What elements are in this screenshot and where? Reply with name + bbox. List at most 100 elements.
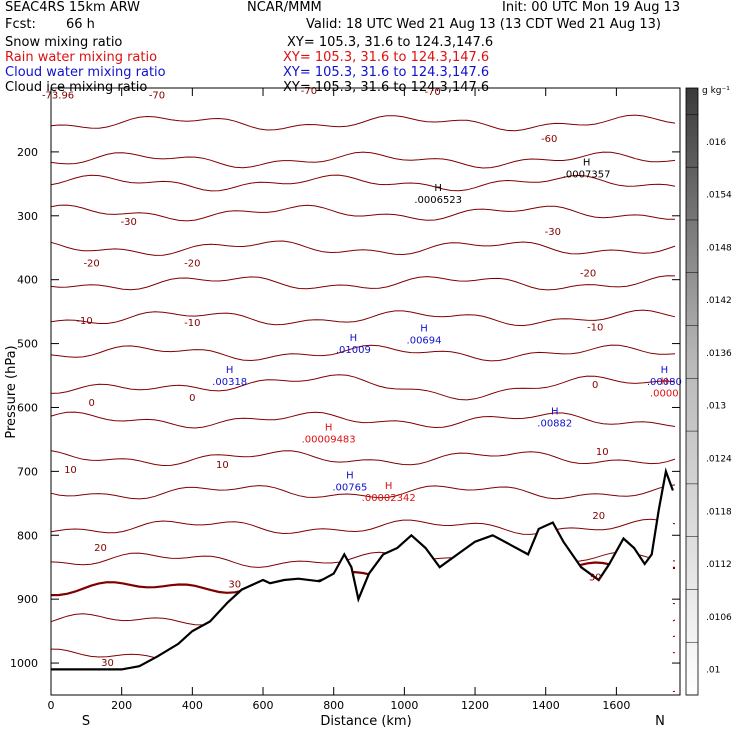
- field-label-snow: Snow mixing ratio: [5, 35, 123, 50]
- max-value-label: .00694: [407, 335, 442, 346]
- colorbar-label: .0124: [706, 454, 732, 464]
- x-end-label-north: N: [655, 714, 665, 729]
- isotherm-label: -70: [149, 91, 165, 102]
- y-tick-label: 900: [17, 593, 38, 606]
- isotherm-label: 20: [94, 543, 107, 554]
- isotherm-label: 0: [88, 398, 94, 409]
- isotherm-label: 10: [216, 460, 229, 471]
- x-tick-label: 800: [323, 699, 344, 712]
- max-value-label: .00009483: [302, 434, 356, 445]
- fcst-label: Fcst:: [5, 17, 36, 32]
- isotherm-line: [50, 275, 676, 291]
- isotherm-label: 30: [101, 658, 114, 669]
- colorbar-label: .016: [706, 138, 726, 148]
- colorbar-unit: g kg⁻¹: [702, 86, 730, 96]
- isotherm-label: -73.96: [42, 91, 74, 102]
- x-tick-label: 1200: [461, 699, 489, 712]
- colorbar-gradient: [685, 87, 699, 696]
- x-tick-label: 1400: [532, 699, 560, 712]
- y-tick-label: 500: [17, 338, 38, 351]
- isotherm-line: [50, 114, 676, 132]
- max-marker-h: H: [385, 481, 393, 492]
- max-value-label: .00882: [537, 418, 572, 429]
- max-value-label: .01009: [336, 345, 371, 356]
- isotherm-label: 30: [228, 579, 241, 590]
- agency-label: NCAR/MMM: [247, 0, 322, 15]
- isotherm-label: -60: [541, 134, 557, 145]
- isotherm-line: [50, 344, 676, 362]
- isotherm-label: -70: [301, 86, 317, 97]
- plot-frame: [50, 87, 681, 696]
- max-value-label: .00765: [332, 482, 367, 493]
- isotherm-label: -10: [184, 318, 200, 329]
- x-tick-label: 0: [48, 699, 55, 712]
- valid-time: Valid: 18 UTC Wed 21 Aug 13 (13 CDT Wed …: [306, 17, 661, 32]
- fcst-value: 66 h: [66, 17, 95, 32]
- isotherm-label: -30: [121, 217, 137, 228]
- x-tick-label: 600: [253, 699, 274, 712]
- max-marker-h: H: [661, 376, 669, 387]
- isotherm-label: 0: [189, 393, 195, 404]
- x-tick-label: 400: [182, 699, 203, 712]
- model-title: SEAC4RS 15km ARW: [5, 0, 141, 15]
- colorbar-label: .0106: [706, 613, 732, 623]
- colorbar-label: .0118: [706, 507, 732, 517]
- isotherm-label: 20: [592, 511, 605, 522]
- y-tick-label: 200: [17, 146, 38, 159]
- isotherm-label: 10: [64, 465, 77, 476]
- colorbar-label: .0142: [706, 296, 732, 306]
- init-time: Init: 00 UTC Mon 19 Aug 13: [502, 0, 681, 15]
- isotherm-label: -10: [76, 316, 92, 327]
- field-label-cloud-water: Cloud water mixing ratio: [5, 65, 166, 80]
- isotherm-label: 0: [592, 380, 598, 391]
- isotherm-label: -30: [545, 227, 561, 238]
- max-value-label: .00002342: [362, 493, 416, 504]
- colorbar-label: .0148: [706, 243, 732, 253]
- max-value-label: .0006523: [414, 195, 462, 206]
- x-tick-label: 200: [111, 699, 132, 712]
- field-xy-snow: XY= 105.3, 31.6 to 124.3,147.6: [287, 35, 494, 50]
- colorbar-label: .013: [706, 402, 726, 412]
- field-label-rain: Rain water mixing ratio: [5, 50, 158, 65]
- isotherm-line: [50, 309, 676, 327]
- x-tick-label: 1000: [390, 699, 418, 712]
- terrain-line: [51, 467, 674, 671]
- x-tick-label: 1600: [602, 699, 630, 712]
- colorbar-label: .0136: [706, 349, 732, 359]
- y-axis-title: Pressure (hPa): [4, 345, 19, 438]
- max-marker-h: H: [661, 365, 669, 376]
- max-marker-h: H: [350, 333, 358, 344]
- max-value-label: .0000: [650, 388, 679, 399]
- y-tick-label: 1000: [10, 657, 38, 670]
- isotherm-label: -20: [184, 259, 200, 270]
- isotherm-line: [50, 518, 676, 535]
- isotherm-label: -20: [580, 268, 596, 279]
- colorbar-label: .0112: [706, 560, 732, 570]
- isotherm-line: [50, 240, 676, 256]
- isotherm-label: 30: [589, 572, 602, 583]
- max-marker-h: H: [346, 470, 354, 481]
- x-axis-title: Distance (km): [320, 714, 411, 729]
- field-xy-cloud-water: XY= 105.3, 31.6 to 124.3,147.6: [283, 65, 490, 80]
- max-marker-h: H: [226, 365, 234, 376]
- isotherm-label: 10: [596, 447, 609, 458]
- isotherm-line: [50, 204, 676, 222]
- isotherm-label: -10: [587, 323, 603, 334]
- x-end-label-south: S: [82, 714, 90, 729]
- colorbar-label: .0154: [706, 191, 732, 201]
- max-value-label: .0007357: [563, 169, 611, 180]
- y-tick-label: 600: [17, 401, 38, 414]
- field-xy-rain: XY= 105.3, 31.6 to 124.3,147.6: [283, 50, 490, 65]
- max-value-label: .00080: [647, 377, 682, 388]
- max-marker-h: H: [420, 323, 428, 334]
- colorbar-label: .01: [706, 666, 720, 676]
- y-tick-label: 800: [17, 529, 38, 542]
- isotherm-line: [50, 411, 676, 429]
- max-marker-h: H: [583, 157, 591, 168]
- y-tick-label: 400: [17, 274, 38, 287]
- isotherm-label: -70: [424, 87, 440, 98]
- max-marker-h: H: [434, 183, 442, 194]
- y-tick-label: 300: [17, 210, 38, 223]
- isotherm-line: [50, 374, 676, 401]
